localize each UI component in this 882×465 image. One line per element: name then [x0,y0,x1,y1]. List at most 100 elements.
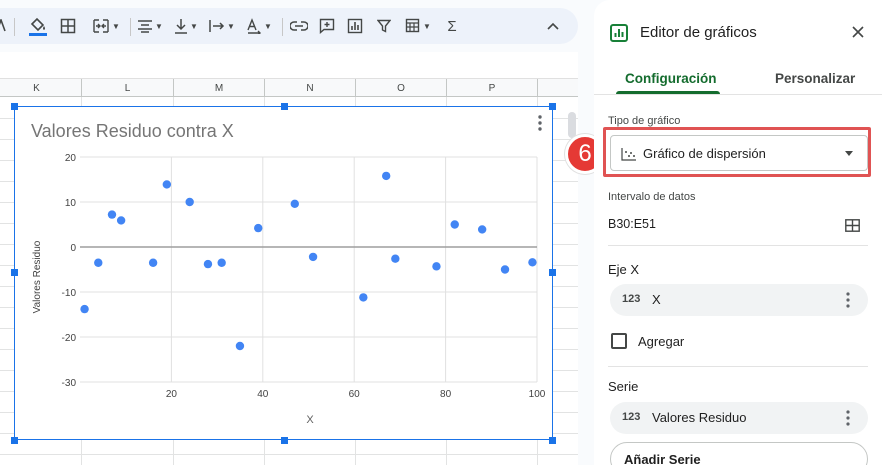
add-checkbox[interactable] [611,333,627,349]
chart-type-label: Tipo de gráfico [608,115,681,127]
text-color-icon[interactable] [0,8,8,44]
scatter-point[interactable] [432,262,441,271]
formatting-toolbar: ▼ ▼ ▼ ▼ ▼ [0,8,578,44]
scatter-point[interactable] [500,265,510,274]
scatter-point[interactable] [235,341,245,351]
fill-color-icon[interactable] [26,8,50,44]
y-tick-label: -20 [62,333,77,344]
numeric-type-icon: 123 [622,411,641,423]
add-checkbox-label: Agregar [638,334,685,349]
borders-icon[interactable] [57,8,79,44]
scatter-point[interactable] [477,225,487,234]
scatter-point[interactable] [308,252,318,262]
scatter-point[interactable] [107,210,117,219]
scatter-point[interactable] [359,293,368,302]
more-options-icon[interactable] [846,292,850,308]
text-rotation-icon[interactable]: ▼ [242,8,276,44]
series-value: Valores Residuo [652,410,747,425]
chart-type-value: Gráfico de dispersión [643,146,766,161]
y-tick-label: 0 [70,243,76,254]
chart-editor-logo-icon [610,24,628,42]
x-tick-label: 20 [166,389,178,400]
y-tick-label: -10 [62,288,77,299]
resize-handle[interactable] [11,269,18,276]
scatter-point[interactable] [148,258,158,267]
merge-cells-icon[interactable]: ▼ [86,8,126,44]
dropdown-arrow-icon [845,151,853,156]
data-range-label: Intervalo de datos [608,191,696,203]
chart-type-select[interactable]: Gráfico de dispersión [610,135,868,171]
horizontal-align-icon[interactable]: ▼ [134,8,166,44]
y-tick-label: 20 [65,153,77,164]
chart-menu-icon[interactable] [536,115,544,131]
column-header[interactable]: L [82,79,174,98]
x-tick-label: 80 [440,389,452,400]
scatter-point[interactable] [381,171,391,181]
chart-title: Valores Residuo contra X [31,121,234,141]
add-series-label: Añadir Serie [624,452,701,465]
scatter-point[interactable] [203,259,213,269]
vertical-align-icon[interactable]: ▼ [170,8,202,44]
resize-handle[interactable] [549,437,556,444]
x-tick-label: 40 [257,389,269,400]
column-header-row: K L M N O P [0,78,578,98]
column-header[interactable]: O [356,79,447,98]
column-header[interactable]: M [174,79,265,98]
filter-views-icon[interactable]: ▼ [400,8,436,44]
scatter-point[interactable] [217,258,226,267]
x-axis-heading: Eje X [608,262,640,277]
scatter-point[interactable] [116,216,126,225]
insert-chart-icon[interactable] [344,8,366,44]
scatter-point[interactable] [94,258,103,267]
resize-handle[interactable] [11,437,18,444]
numeric-type-icon: 123 [622,293,641,305]
close-icon[interactable] [850,24,866,40]
add-series-button[interactable]: Añadir Serie [610,442,868,465]
series-heading: Serie [608,379,639,394]
collapse-toolbar-icon[interactable] [542,8,564,44]
select-range-grid-icon[interactable] [845,219,860,232]
scatter-point[interactable] [528,258,537,267]
scatter-chart[interactable]: Valores Residuo contra X 20 40 60 80 100 20 10… [14,106,553,440]
scatter-chart-icon [621,148,636,161]
column-header[interactable]: P [447,79,538,98]
resize-handle[interactable] [549,103,556,110]
chart-editor-panel: Editor de gráficos Configuración Persona… [594,0,882,465]
scatter-point[interactable] [450,220,459,229]
resize-handle[interactable] [281,437,288,444]
x-tick-label: 100 [529,389,546,400]
tab-personalizar[interactable]: Personalizar [775,71,856,86]
y-axis-label: Valores Residuo [32,240,43,313]
x-tick-label: 60 [349,389,361,400]
x-axis-label: X [306,414,314,426]
functions-icon[interactable]: Σ [447,17,457,35]
x-axis-chip[interactable]: 123 X [610,284,868,316]
column-header[interactable]: K [0,79,82,98]
scatter-point[interactable] [185,197,194,207]
resize-handle[interactable] [281,103,288,110]
insert-comment-icon[interactable] [316,8,338,44]
vertical-scrollbar[interactable] [568,112,576,138]
panel-title: Editor de gráficos [640,24,757,41]
text-wrap-icon[interactable]: ▼ [206,8,238,44]
y-tick-label: -30 [62,378,77,389]
scatter-point[interactable] [80,304,89,314]
scatter-point[interactable] [254,223,263,233]
resize-handle[interactable] [11,103,18,110]
data-range-value[interactable]: B30:E51 [608,217,656,231]
series-chip[interactable]: 123 Valores Residuo [610,402,868,434]
scatter-point[interactable] [391,254,400,263]
column-header[interactable]: N [265,79,356,98]
active-tab-indicator [616,91,720,94]
scatter-point[interactable] [162,180,172,189]
more-options-icon[interactable] [846,410,850,426]
scatter-point[interactable] [290,199,299,208]
tab-configuracion[interactable]: Configuración [625,71,717,86]
filter-icon[interactable] [373,8,395,44]
resize-handle[interactable] [549,269,556,276]
x-axis-value: X [652,292,661,307]
insert-link-icon[interactable] [288,8,310,44]
annotation-highlight-box [603,127,871,177]
